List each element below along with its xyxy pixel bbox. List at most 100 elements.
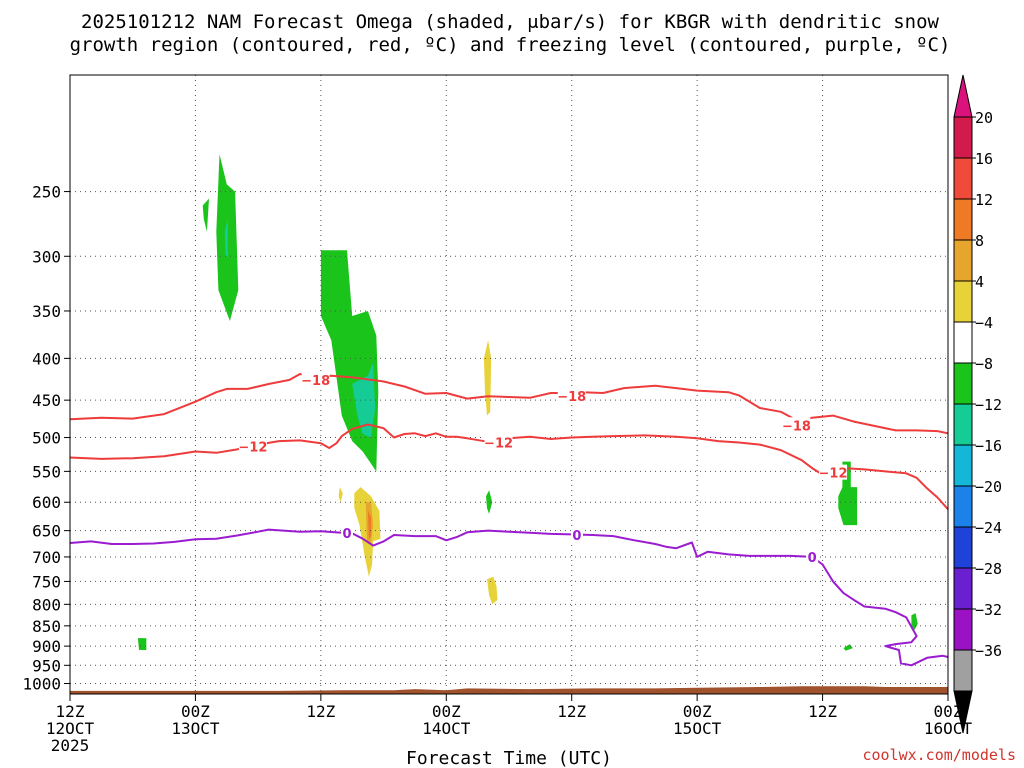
omega-area-4 [320,250,379,472]
omega-area-16 [911,613,918,630]
contour-minus18-label-bg [782,417,811,433]
contour-freezing-label-bg [340,524,353,540]
x-tick-label: 12Z [56,702,85,721]
omega-shading-layer [137,154,918,651]
x-tick-label: 12Z [808,702,837,721]
colorbar-swatch [953,649,973,692]
x-tick-label: 2025 [51,736,90,755]
contour-minus12-label: −12 [819,467,848,482]
omega-area-5 [352,362,376,438]
colorbar-swatch [953,321,973,364]
y-tick-label: 900 [32,637,61,656]
chart-title-line1: 2025101212 NAM Forecast Omega (shaded, μ… [81,11,939,33]
gridlines [70,75,948,694]
colorbar-bottom-arrow [953,690,973,734]
colorbar-swatch [953,157,973,200]
colorbar-swatch [953,608,973,651]
colorbar-swatch [953,198,973,241]
y-tick-label: 300 [32,247,61,266]
y-axis: 2503003504004505005506006507007508008509… [22,183,70,694]
y-tick-label: 1000 [22,675,61,694]
y-tick-label: 250 [32,183,61,202]
y-tick-label: 350 [32,302,61,321]
omega-area-9 [338,487,343,503]
colorbar-label: −36 [975,642,1002,660]
y-tick-label: 550 [32,462,61,481]
x-tick-label: 00Z [934,702,963,721]
contour-freezing-label: 0 [342,527,351,542]
omega-area-8 [367,511,371,539]
omega-area-10 [483,340,492,416]
y-tick-label: 700 [32,548,61,567]
colorbar-label: −20 [975,478,1002,496]
contour-minus18-label: −18 [301,374,330,389]
colorbar-label: −24 [975,519,1002,537]
x-tick-label: 13OCT [171,719,220,738]
y-tick-label: 800 [32,595,61,614]
x-tick-label: 12Z [557,702,586,721]
x-tick-label: 00Z [181,702,210,721]
colorbar-swatch [953,362,973,405]
contour-minus12-label-bg [819,464,848,480]
colorbar-swatch [953,116,973,159]
colorbar-label: −8 [975,355,993,373]
omega-area-12 [487,576,498,605]
x-tick-label: 15OCT [673,719,722,738]
omega-area-3 [224,218,228,257]
colorbar: 20 16 12 8 4 −4 −8 −12 −16 −20 −24 −28 −32 −36 [953,74,1002,734]
contour-freezing-label-bg [806,548,819,564]
x-tick-label: 16OCT [924,719,973,738]
colorbar-label: −4 [975,314,993,332]
contour-minus12-label: −12 [238,441,267,456]
y-tick-label: 650 [32,522,61,541]
colorbar-swatch [953,444,973,487]
colorbar-swatch [953,403,973,446]
colorbar-label: −28 [975,560,1002,578]
colorbar-label: −12 [975,396,1002,414]
colorbar-swatch [953,526,973,569]
x-tick-label: 12Z [306,702,335,721]
contour-minus12-label: −12 [484,436,513,451]
plot-frame [69,74,949,695]
contour-freezing-label: 0 [572,529,581,544]
x-tick-label: 12OCT [46,719,95,738]
colorbar-swatch [953,280,973,323]
credit-text: coolwx.com/models [862,746,1016,764]
y-tick-label: 400 [32,349,61,368]
contour-minus18-label-bg [301,371,330,387]
y-tick-label: 450 [32,391,61,410]
contour-minus18-label: −18 [557,390,586,405]
terrain-fill [70,686,948,694]
colorbar-swatch [953,567,973,610]
omega-area-1 [202,198,209,232]
colorbar-swatch [953,239,973,282]
contour-layer: −18 −18 −18 −12 −12 −12 0 0 0 [69,371,949,667]
contour-minus18-label: −18 [782,419,811,434]
colorbar-label: 4 [975,273,984,291]
colorbar-label: −32 [975,601,1002,619]
x-tick-label: 14OCT [422,719,471,738]
plot-area: −18 −18 −18 −12 −12 −12 0 0 0 [69,75,949,694]
omega-area-13 [137,638,147,650]
terrain-layer [70,686,948,694]
y-tick-label: 950 [32,656,61,675]
contour-freezing-line [69,528,949,667]
colorbar-swatch [953,485,973,528]
contour-minus12-label-bg [484,434,513,450]
y-tick-label: 600 [32,493,61,512]
chart-title-line2: growth region (contoured, red, ºC) and f… [70,34,951,56]
colorbar-label: 8 [975,232,984,250]
colorbar-label: 16 [975,150,993,168]
y-tick-label: 750 [32,572,61,591]
omega-area-15 [843,644,853,651]
contour-minus12-label-bg [238,438,267,454]
x-axis-label: Forecast Time (UTC) [406,748,612,768]
contour-minus18-line [69,373,949,435]
colorbar-label: 12 [975,191,993,209]
x-tick-label: 00Z [432,702,461,721]
contour-minus18-label-bg [557,388,586,404]
contour-freezing-label-bg [570,526,583,542]
colorbar-top-arrow [953,74,973,118]
